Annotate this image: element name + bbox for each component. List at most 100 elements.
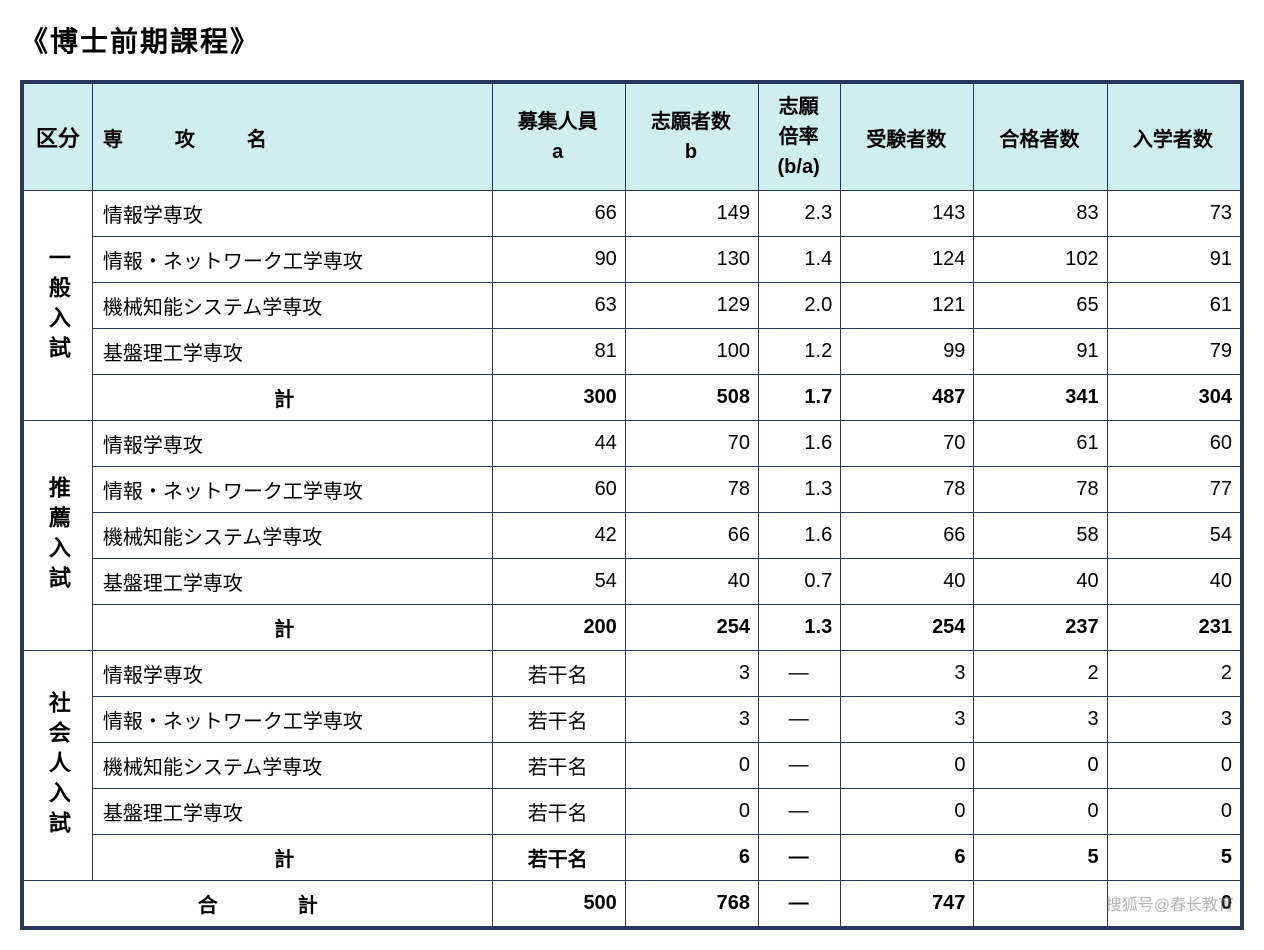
header-ratio: 志願 倍率 (b/a) [759,84,841,191]
subtotal-ratio: 1.3 [759,605,841,651]
enrolled-cell: 91 [1107,237,1240,283]
subtotal-capacity: 200 [492,605,625,651]
passed-cell: 102 [974,237,1107,283]
applicants-cell: 100 [625,329,758,375]
subtotal-capacity: 300 [492,375,625,421]
category-cell: 社会人入試 [24,651,93,881]
major-cell: 情報学専攻 [92,421,492,467]
subtotal-row: 計若干名6—655 [24,835,1241,881]
major-cell: 基盤理工学専攻 [92,329,492,375]
ratio-cell: 0.7 [759,559,841,605]
ratio-cell: 1.3 [759,467,841,513]
enrolled-cell: 79 [1107,329,1240,375]
grand-total-capacity: 500 [492,881,625,927]
capacity-cell: 81 [492,329,625,375]
major-cell: 機械知能システム学専攻 [92,513,492,559]
watermark: 搜狐号@春长教育 [1106,891,1234,915]
passed-cell: 2 [974,651,1107,697]
enrolled-cell: 61 [1107,283,1240,329]
subtotal-label: 計 [92,605,492,651]
applicants-cell: 0 [625,789,758,835]
ratio-cell: 1.2 [759,329,841,375]
examinees-cell: 0 [841,743,974,789]
passed-cell: 40 [974,559,1107,605]
applicants-cell: 78 [625,467,758,513]
header-enrolled: 入学者数 [1107,84,1240,191]
subtotal-applicants: 508 [625,375,758,421]
capacity-cell: 44 [492,421,625,467]
applicants-cell: 0 [625,743,758,789]
major-cell: 基盤理工学専攻 [92,559,492,605]
grand-total-label: 合 計 [24,881,493,927]
applicants-cell: 130 [625,237,758,283]
capacity-cell: 90 [492,237,625,283]
ratio-cell: 1.4 [759,237,841,283]
table-row: 基盤理工学専攻若干名0—000 [24,789,1241,835]
subtotal-examinees: 6 [841,835,974,881]
subtotal-passed: 5 [974,835,1107,881]
ratio-cell: 2.0 [759,283,841,329]
passed-cell: 61 [974,421,1107,467]
passed-cell: 78 [974,467,1107,513]
header-applicants: 志願者数 b [625,84,758,191]
header-passed: 合格者数 [974,84,1107,191]
ratio-cell: — [759,697,841,743]
major-cell: 機械知能システム学専攻 [92,743,492,789]
subtotal-applicants: 254 [625,605,758,651]
subtotal-row: 計3005081.7487341304 [24,375,1241,421]
subtotal-ratio: 1.7 [759,375,841,421]
major-cell: 情報学専攻 [92,651,492,697]
subtotal-row: 計2002541.3254237231 [24,605,1241,651]
passed-cell: 3 [974,697,1107,743]
table-row: 情報・ネットワーク工学専攻901301.412410291 [24,237,1241,283]
table-row: 基盤理工学専攻54400.7404040 [24,559,1241,605]
applicants-cell: 40 [625,559,758,605]
applicants-cell: 3 [625,697,758,743]
subtotal-enrolled: 304 [1107,375,1240,421]
major-cell: 情報・ネットワーク工学専攻 [92,467,492,513]
table-row: 情報・ネットワーク工学専攻60781.3787877 [24,467,1241,513]
examinees-cell: 3 [841,697,974,743]
table-row: 機械知能システム学専攻若干名0—000 [24,743,1241,789]
table-row: 機械知能システム学専攻42661.6665854 [24,513,1241,559]
examinees-cell: 121 [841,283,974,329]
passed-cell: 0 [974,789,1107,835]
subtotal-passed: 341 [974,375,1107,421]
capacity-cell: 若干名 [492,743,625,789]
ratio-cell: — [759,743,841,789]
category-cell: 一般入試 [24,191,93,421]
enrolled-cell: 0 [1107,789,1240,835]
subtotal-enrolled: 231 [1107,605,1240,651]
subtotal-ratio: — [759,835,841,881]
capacity-cell: 若干名 [492,789,625,835]
subtotal-label: 計 [92,835,492,881]
page-title: 《博士前期課程》 [20,20,1244,60]
grand-total-examinees: 747 [841,881,974,927]
capacity-cell: 66 [492,191,625,237]
header-major: 専 攻 名 [92,84,492,191]
examinees-cell: 40 [841,559,974,605]
passed-cell: 65 [974,283,1107,329]
major-cell: 基盤理工学専攻 [92,789,492,835]
examinees-cell: 0 [841,789,974,835]
subtotal-examinees: 254 [841,605,974,651]
passed-cell: 91 [974,329,1107,375]
header-category: 区分 [24,84,93,191]
examinees-cell: 70 [841,421,974,467]
examinees-cell: 66 [841,513,974,559]
ratio-cell: — [759,789,841,835]
ratio-cell: 2.3 [759,191,841,237]
admissions-table: 区分 専 攻 名 募集人員 a 志願者数 b 志願 倍率 (b/a) 受験者数 … [23,83,1241,927]
passed-cell: 0 [974,743,1107,789]
grand-total-ratio: — [759,881,841,927]
major-cell: 情報・ネットワーク工学専攻 [92,697,492,743]
passed-cell: 83 [974,191,1107,237]
enrolled-cell: 40 [1107,559,1240,605]
capacity-cell: 若干名 [492,651,625,697]
grand-total-applicants: 768 [625,881,758,927]
header-capacity: 募集人員 a [492,84,625,191]
subtotal-capacity: 若干名 [492,835,625,881]
table-row: 基盤理工学専攻811001.2999179 [24,329,1241,375]
capacity-cell: 63 [492,283,625,329]
enrolled-cell: 0 [1107,743,1240,789]
